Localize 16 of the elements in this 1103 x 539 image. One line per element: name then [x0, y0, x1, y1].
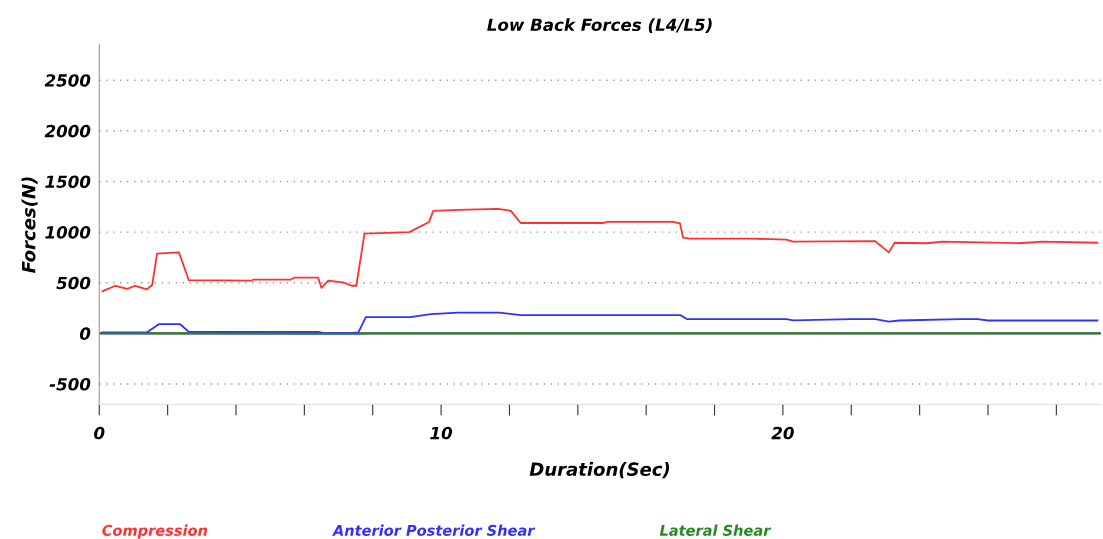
- chart-title: Low Back Forces (L4/L5): [487, 18, 712, 34]
- y-tick-label: 1000: [45, 226, 91, 239]
- y-tick-label: 0: [79, 327, 91, 340]
- y-tick-label: 500: [56, 276, 91, 290]
- y-axis-title: Forces(N): [21, 177, 38, 273]
- x-axis-title: Duration(Sec): [529, 462, 670, 479]
- y-tick-label: -500: [49, 377, 91, 391]
- text: Anterior Posterior Shear: [332, 524, 536, 536]
- x-tick-label: 0: [94, 426, 105, 440]
- y-tick-label: 2500: [44, 74, 91, 87]
- x-tick-label: 20: [771, 426, 794, 440]
- y-tick-label: 2000: [44, 124, 91, 138]
- text: Lateral Shear: [659, 524, 772, 536]
- text: Compression: [102, 524, 208, 539]
- y-tick-label: 1500: [45, 175, 91, 189]
- x-tick-label: 10: [430, 426, 453, 440]
